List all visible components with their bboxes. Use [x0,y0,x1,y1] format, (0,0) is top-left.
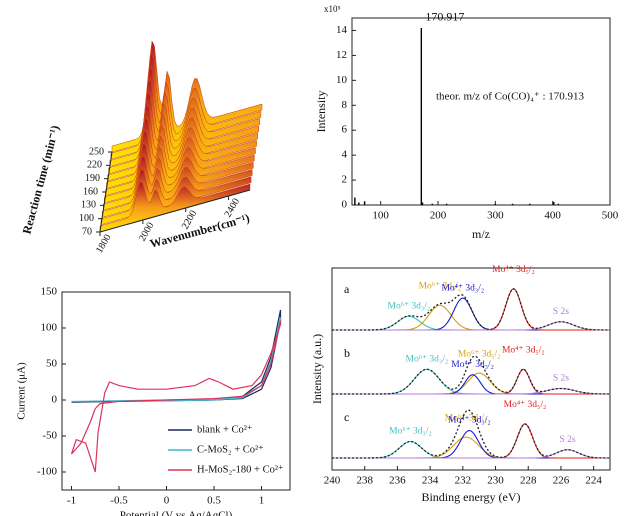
x-tick-label: 0.5 [207,495,221,507]
x-tick-label: 238 [356,475,373,487]
x-tick-label: 234 [422,475,439,487]
peak-annotation: 170.917 [425,10,464,24]
y-tick-label: -100 [37,466,58,478]
panel-label: b [344,346,350,360]
y-tick-label: 4 [342,149,348,161]
fit-component [332,387,611,395]
component-label: S 2s [553,307,569,317]
component-label: Mo⁶⁺ 3d₃/₂ [389,427,432,437]
plot-frame [351,17,611,206]
x-tick-label: 500 [602,210,619,222]
cv-curve [71,317,282,403]
y-tick-label: 150 [41,286,58,298]
component-label: Mo⁴⁺ 3d₃/₂ [448,416,491,426]
y-tick-label: 12 [336,49,347,61]
y-tick-label: 100 [41,322,58,334]
y-tick-label: 10 [336,74,348,86]
x-tick-label: 240 [324,475,341,487]
y-axis-label: Current (μA) [16,362,28,420]
x-axis-label: m/z [472,227,490,241]
x-axis-label: Binding energy (eV) [421,490,520,504]
x-tick-label: 1 [259,495,265,507]
component-label: S 2s [559,435,575,445]
x-tick-label: 232 [455,475,472,487]
component-label: Mo⁶⁺ 3d₃/₂ [406,354,449,364]
y-tick-label: 190 [85,173,100,184]
y-tick-label: 50 [46,358,58,370]
x-tick-label: 236 [389,475,406,487]
component-label: Mo⁴⁺ 3d₅/₂ [502,345,545,355]
theory-annotation: theor. m/z of Co(CO)₄⁺ : 170.913 [436,91,585,103]
x-tick-label: 230 [487,475,504,487]
x-tick-label: -0.5 [110,495,128,507]
y-axis-label: Reaction time (min⁻¹) [20,124,62,236]
y-tick-label: 8 [342,99,348,111]
x-axis-label: Wavenumber(cm⁻¹) [148,211,251,251]
x-axis [99,189,251,233]
y-tick-label: 70 [82,226,92,237]
component-label: Mo⁴⁺ 3d₃/₂ [441,283,484,293]
x-tick-label: 226 [553,475,570,487]
x-tick-label: 300 [487,210,504,222]
envelope [332,355,611,395]
x-tick-label: 0 [164,495,170,507]
panel-label: a [344,282,350,296]
y-tick-label: 0 [342,199,348,211]
plot-frame [331,267,611,471]
surface-slice [99,181,251,233]
y-tick-label: 0 [52,394,58,406]
x-tick-label: 228 [520,475,537,487]
y-axis-label: Intensity [314,91,328,133]
x-tick-label: 400 [544,210,561,222]
x-tick-label: 1800 [94,232,114,255]
x-axis-label: Potential (V vs.Ag/AgCl) [120,510,233,516]
x-tick-label: 100 [372,210,389,222]
multiplier: x10⁵ [324,4,341,14]
y-tick-label: 6 [342,124,348,136]
y-tick-label: 14 [336,24,348,36]
x-tick-label: 200 [430,210,447,222]
panel-label: c [344,410,349,424]
component-label: S 2s [553,374,569,384]
y-tick-label: 100 [79,213,94,224]
y-tick-label: 130 [81,200,96,211]
envelope [332,287,611,331]
component-label: Mo⁴⁺ 3d₅/₂ [492,265,535,275]
legend-label: blank + Co²⁺ [197,424,253,435]
x-tick-label: 224 [585,475,602,487]
component-label: Mo⁶⁺ 3d₅/₂ [458,349,501,359]
x-tick-label: -1 [67,495,76,507]
y-tick-label: -50 [42,430,57,442]
y-tick-label: 160 [83,186,98,197]
plot-frame [61,291,291,491]
y-tick-label: 2 [342,174,348,186]
component-label: Mo⁶⁺ 3d₅/₂ [419,281,462,291]
y-tick-label: 220 [87,160,102,171]
component-label: Mo⁴⁺ 3d₃/₂ [451,360,494,370]
y-tick-label: 250 [89,146,104,157]
component-label: Mo⁶⁺ 3d₃/₂ [388,301,431,311]
component-label: Mo⁶⁺ 3d₅/₂ [445,413,488,423]
component-label: Mo⁴⁺ 3d₅/₂ [504,400,547,410]
y-axis-label: Intensity (a.u.) [310,334,324,404]
legend-label: C-MoS₂ + Co²⁺ [197,444,264,455]
cv-curve [70,320,282,473]
legend-label: H-MoS₂-180 + Co²⁺ [197,464,284,475]
fit-component [332,449,611,459]
